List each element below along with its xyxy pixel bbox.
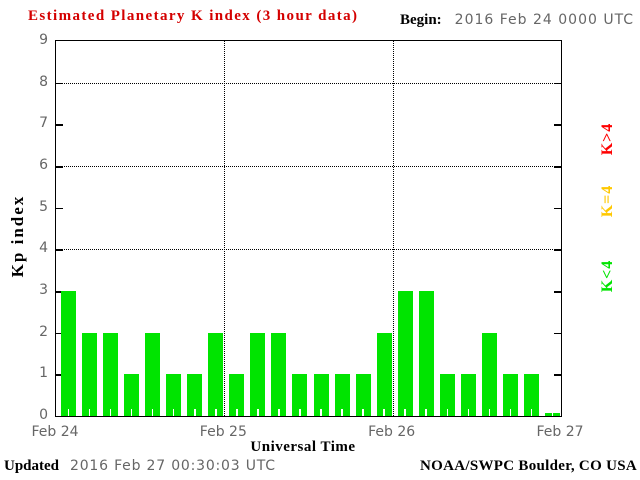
axis-tick — [56, 332, 63, 335]
y-tick-label: 7 — [39, 115, 48, 132]
kp-bar — [481, 332, 497, 416]
hour-tick — [151, 409, 154, 416]
x-axis-title: Universal Time — [250, 439, 356, 455]
axis-tick — [554, 291, 561, 293]
hour-tick — [404, 409, 406, 416]
hour-tick — [551, 413, 554, 416]
kp-bar — [418, 291, 434, 416]
kp-bar — [460, 374, 476, 416]
y-tick-label: 6 — [39, 157, 48, 173]
kp-bar — [334, 374, 350, 416]
hour-tick — [130, 409, 133, 416]
axis-tick — [554, 166, 561, 168]
kp-bar — [61, 291, 76, 416]
axis-tick — [554, 124, 561, 126]
plot-area — [55, 40, 562, 417]
kp-bar — [439, 374, 455, 416]
kp-bar — [355, 374, 371, 416]
y-tick-label: 2 — [39, 323, 48, 340]
hour-tick — [109, 409, 112, 416]
kp-bar — [103, 332, 119, 416]
axis-tick — [56, 166, 63, 168]
kp-bar — [82, 332, 98, 416]
gridline-kp-8 — [56, 82, 561, 84]
gridline-kp-4 — [56, 249, 561, 251]
kp-bar — [187, 374, 203, 416]
hour-tick — [362, 409, 364, 416]
axis-tick — [554, 332, 561, 335]
hour-tick — [467, 409, 470, 416]
y-tick-label: 8 — [39, 73, 48, 90]
day-boundary-line — [392, 41, 394, 416]
gridline-kp-6 — [56, 166, 561, 167]
kp-bar — [250, 332, 266, 416]
axis-tick — [554, 249, 561, 251]
hour-tick — [488, 409, 491, 416]
y-tick-label: 3 — [39, 282, 48, 298]
kp-bar — [271, 332, 287, 416]
hour-tick — [341, 409, 343, 416]
kp-bar — [145, 332, 161, 416]
kp-bar — [229, 374, 245, 416]
day-boundary-line — [224, 41, 226, 416]
axis-tick — [554, 207, 561, 210]
x-tick-label: Feb 27 — [536, 424, 584, 440]
hour-tick — [257, 409, 259, 416]
axis-tick — [56, 291, 63, 293]
x-tick-label: Feb 24 — [31, 424, 79, 440]
kp-bar — [376, 332, 392, 416]
hour-tick — [383, 409, 385, 416]
x-tick-label: Feb 26 — [368, 424, 416, 440]
y-tick-label: 5 — [39, 198, 48, 215]
axis-tick — [56, 124, 63, 126]
hour-tick — [67, 409, 70, 416]
kp-bar — [544, 413, 560, 416]
y-tick-label: 4 — [39, 240, 48, 257]
y-tick-label: 0 — [39, 407, 48, 423]
hour-tick — [88, 409, 91, 416]
axis-tick — [56, 82, 63, 85]
begin-value: 2016 Feb 24 0000 UTC — [454, 12, 635, 28]
kp-bar — [208, 332, 224, 416]
credit: NOAA/SWPC Boulder, CO USA — [420, 458, 637, 474]
updated-line: Updated 2016 Feb 27 00:30:03 UTC — [4, 457, 276, 475]
hour-tick — [425, 409, 427, 416]
hour-tick — [446, 409, 448, 416]
kp-bar — [166, 374, 182, 416]
hour-tick — [320, 409, 322, 416]
kp-bar — [523, 374, 539, 416]
hour-tick — [215, 409, 217, 416]
kp-bar — [502, 374, 518, 416]
legend-item: K<4 — [599, 259, 616, 293]
axis-tick — [56, 374, 63, 376]
kp-bar — [124, 374, 140, 416]
hour-tick — [299, 409, 301, 416]
begin-line: Begin: 2016 Feb 24 0000 UTC — [400, 11, 634, 29]
axis-tick — [56, 249, 63, 251]
kp-bar — [292, 374, 308, 416]
axis-tick — [56, 207, 63, 210]
chart-title: Estimated Planetary K index (3 hour data… — [28, 8, 359, 24]
hour-tick — [509, 409, 512, 416]
begin-label: Begin: — [400, 12, 442, 28]
legend-item: K=4 — [599, 184, 616, 218]
y-tick-label: 9 — [39, 32, 48, 48]
hour-tick — [530, 409, 533, 416]
hour-tick — [236, 409, 238, 416]
kp-bar — [313, 374, 329, 416]
updated-label: Updated — [4, 458, 60, 474]
kp-bar — [397, 291, 413, 416]
updated-value: 2016 Feb 27 00:30:03 UTC — [70, 458, 276, 474]
y-tick-label: 1 — [39, 365, 48, 382]
axis-tick — [554, 82, 561, 85]
axis-tick — [554, 374, 561, 376]
y-axis-title: Kp index — [8, 194, 27, 278]
x-tick-label: Feb 25 — [199, 424, 247, 440]
hour-tick — [194, 409, 196, 416]
hour-tick — [172, 409, 175, 416]
legend-item: K>4 — [599, 122, 616, 156]
hour-tick — [278, 409, 280, 416]
